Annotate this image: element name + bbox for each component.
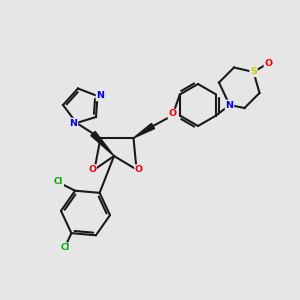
Text: N: N bbox=[70, 118, 77, 127]
Text: O: O bbox=[168, 110, 177, 118]
Polygon shape bbox=[91, 131, 114, 156]
Text: O: O bbox=[135, 165, 143, 174]
Polygon shape bbox=[134, 123, 154, 138]
Text: Cl: Cl bbox=[61, 243, 70, 252]
Text: N: N bbox=[226, 100, 233, 109]
Text: N: N bbox=[97, 92, 104, 100]
Text: O: O bbox=[264, 58, 273, 68]
Text: S: S bbox=[250, 68, 257, 76]
Text: Cl: Cl bbox=[54, 177, 63, 186]
Text: O: O bbox=[88, 165, 96, 174]
